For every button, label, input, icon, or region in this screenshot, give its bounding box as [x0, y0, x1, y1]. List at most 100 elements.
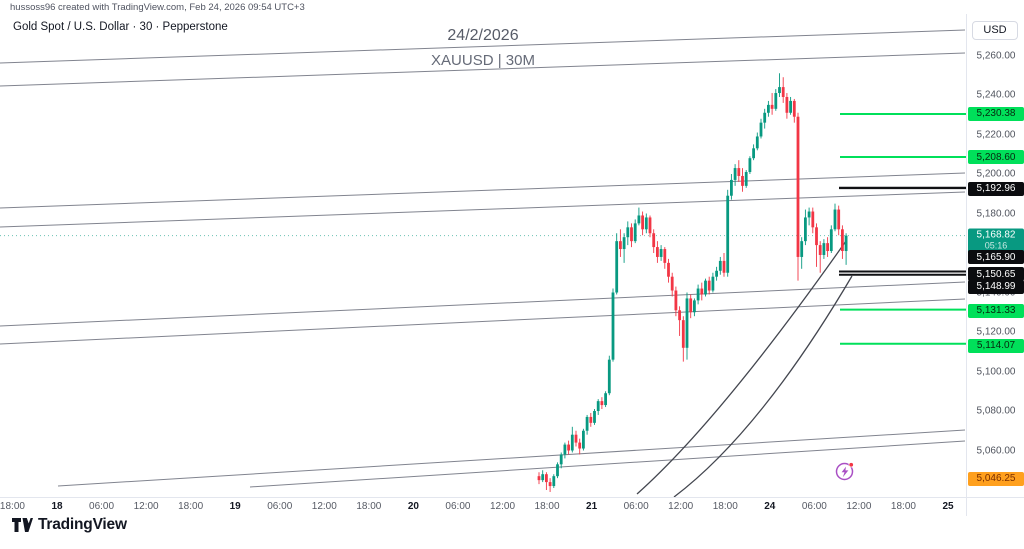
candle-down	[545, 474, 548, 483]
attribution-text: hussoss96 created with TradingView.com, …	[10, 2, 305, 13]
candle-down	[578, 442, 582, 449]
candle-up	[759, 122, 763, 137]
price-tick-label: 5,240.00	[976, 89, 1016, 101]
price-level-label: 5,192.96	[968, 181, 1024, 196]
currency-button[interactable]: USD	[972, 21, 1018, 40]
candle-up	[622, 237, 626, 250]
candle-up	[615, 241, 619, 293]
price-tick-label: 5,260.00	[976, 50, 1016, 61]
candle-up	[696, 288, 700, 301]
candle-down	[663, 249, 667, 263]
candle-down	[818, 245, 822, 255]
time-axis-label: 18:00	[356, 501, 382, 512]
candle-down	[652, 233, 656, 248]
candle-up	[822, 243, 826, 255]
candle-up	[644, 217, 648, 230]
tradingview-logo[interactable]: TradingView	[12, 516, 127, 534]
price-axis[interactable]: USD 5,260.00 5,240.00 5,220.00 5,200.00 5,18…	[966, 14, 1024, 497]
time-axis-label: 12:00	[846, 501, 872, 512]
trendline	[0, 298, 966, 345]
price-level-label: 5,165.90	[968, 250, 1024, 265]
time-axis[interactable]: 18:00 18 06:00 12:00 18:00 19 06:00 12:00 18:00 2…	[0, 497, 966, 516]
flash-icon[interactable]	[834, 460, 856, 482]
candle-up	[844, 235, 848, 252]
candle-down	[785, 96, 789, 113]
candle-down	[656, 247, 659, 257]
trendline	[0, 281, 966, 327]
trendline	[0, 29, 966, 64]
symbol-legend[interactable]: Gold Spot / U.S. Dollar · 30 · Peppersto…	[13, 21, 228, 33]
candle-down	[837, 209, 841, 230]
candle-down	[722, 260, 726, 273]
chart-pane[interactable]: Gold Spot / U.S. Dollar · 30 · Peppersto…	[0, 14, 966, 497]
candle-up	[778, 87, 781, 94]
candle-down	[737, 168, 741, 176]
current-price-label: 5,168.82 05:16	[968, 228, 1024, 254]
time-axis-label: 06:00	[445, 501, 471, 512]
candle-down	[648, 217, 652, 234]
trendline	[249, 440, 966, 488]
candle-up	[659, 249, 663, 257]
candle-up	[637, 215, 641, 224]
time-axis-label: 06:00	[623, 501, 649, 512]
candle-down	[630, 227, 633, 242]
candle-up	[685, 298, 689, 348]
price-level-label: 5,114.07	[968, 338, 1024, 353]
candle-up	[541, 474, 545, 481]
time-axis-label: 18:00	[712, 501, 738, 512]
price-tick-label: 5,080.00	[976, 405, 1016, 417]
price-level-label: 5,131.33	[968, 303, 1024, 318]
candle-down	[741, 175, 744, 186]
steep-trendline	[673, 275, 853, 497]
candle-down	[574, 434, 578, 443]
candle-up	[556, 464, 559, 477]
time-axis-label: 18:00	[0, 501, 25, 512]
price-level-label: 5,208.60	[968, 150, 1024, 164]
candle-up	[833, 209, 837, 230]
candle-down	[670, 276, 674, 291]
candlestick-chart[interactable]	[0, 14, 966, 497]
time-axis-label: 06:00	[89, 501, 115, 512]
bar-countdown: 05:16	[984, 240, 1008, 251]
time-axis-label: 06:00	[801, 501, 827, 512]
candle-up	[730, 179, 733, 196]
candle-down	[689, 298, 693, 313]
candle-down	[781, 87, 785, 97]
candle-down	[537, 476, 541, 481]
candle-up	[611, 292, 615, 360]
candle-down	[681, 320, 685, 348]
time-axis-label: 18:00	[890, 501, 916, 512]
candle-up	[633, 223, 637, 242]
candle-down	[589, 416, 593, 423]
time-axis-day-label: 21	[586, 501, 598, 512]
price-level-label: 5,046.25	[968, 471, 1024, 486]
candle-up	[552, 476, 556, 487]
time-axis-day-label: 25	[942, 501, 954, 512]
candle-up	[607, 359, 611, 394]
candle-up	[800, 241, 804, 257]
flash-icon-glyph	[835, 462, 854, 481]
candle-up	[704, 280, 707, 295]
time-axis-label: 06:00	[267, 501, 293, 512]
trendline	[0, 52, 966, 87]
axis-corner	[966, 497, 1024, 516]
candle-up	[829, 229, 833, 252]
candle-down	[792, 100, 796, 117]
candle-up	[596, 401, 600, 411]
steep-trendline	[636, 240, 847, 495]
time-axis-day-label: 18	[51, 501, 63, 512]
candle-up	[711, 276, 715, 291]
price-level-label: 5,148.99	[968, 279, 1024, 294]
candle-up	[585, 416, 589, 431]
candle-up	[559, 454, 563, 465]
trendline	[57, 429, 966, 487]
candle-up	[718, 260, 722, 271]
candle-up	[570, 434, 574, 451]
tradingview-logo-text: TradingView	[38, 516, 127, 533]
candle-down	[707, 280, 711, 291]
candle-up	[726, 195, 730, 273]
candle-up	[715, 270, 718, 277]
candle-up	[593, 411, 596, 423]
time-axis-label: 12:00	[311, 501, 337, 512]
candle-up	[626, 227, 630, 238]
